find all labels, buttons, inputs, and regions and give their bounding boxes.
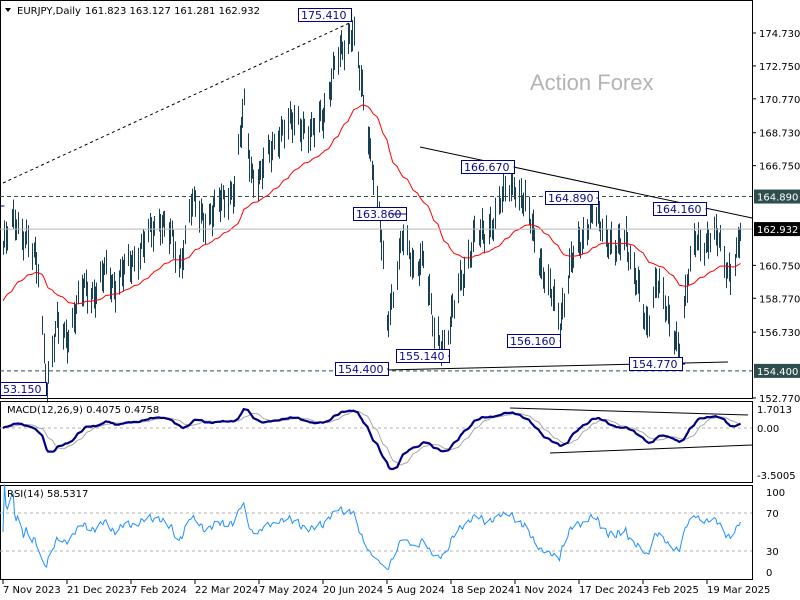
y-tick-label: 172.750 (759, 62, 800, 73)
x-tick-label: 7 Feb 2024 (131, 585, 187, 596)
price-pane-frame (0, 0, 753, 399)
macd-lower-trendline (549, 444, 753, 454)
price-annotation: 154.400 (335, 362, 389, 376)
rsi-tick-label: 30 (766, 547, 779, 558)
y-tick-label: 170.770 (759, 95, 800, 106)
rsi-pane-frame (0, 485, 753, 580)
annotation-label: 164.160 (656, 203, 702, 216)
price-pane: 175.410 163.860 154.400 155.140 166.670 164.8… (0, 0, 753, 403)
y-tick-label: 174.730 (759, 29, 800, 40)
x-tick-label: 18 Sep 2024 (451, 585, 514, 596)
annotation-label: 154.400 (338, 363, 384, 376)
macd-tick-label: -3.5005 (757, 471, 796, 482)
watermark: Action Forex (530, 70, 654, 95)
annotation-label: 154.770 (632, 358, 678, 371)
price-annotation: 154.770 (629, 357, 686, 371)
level-badge-bg (754, 363, 800, 378)
y-tick-label: 168.730 (759, 129, 800, 140)
y-tick-label: 156.730 (759, 328, 800, 339)
macd-tick-label: 0.00 (757, 424, 779, 435)
price-annotation: 175.410 (298, 8, 353, 22)
symbol-label: EURJPY,Daily (17, 6, 81, 17)
y-tick-label: 158.770 (759, 294, 800, 305)
x-tick-label: 22 Mar 2024 (195, 585, 258, 596)
annotation-box (396, 349, 450, 363)
macd-title: MACD(12,26,9) 0.4075 0.4758 (7, 405, 159, 416)
rsi-pane (0, 484, 753, 580)
annotation-box (507, 334, 561, 348)
annotation-box (353, 207, 407, 221)
annotation-label: 163.860 (356, 208, 402, 221)
macd-tick-label: 1.7013 (757, 405, 792, 416)
y-tick-label: 152.770 (759, 394, 800, 405)
annotation-box (653, 202, 707, 216)
macd-pane (0, 401, 753, 483)
price-annotation: 53.150 (0, 382, 47, 396)
x-tick-label: 3 Feb 2025 (643, 585, 699, 596)
rsi-tick-label: 0 (766, 568, 772, 579)
price-annotation: 163.860 (353, 207, 407, 221)
x-tick-label: 7 Nov 2023 (3, 585, 61, 596)
rsi-tick-label: 100 (766, 488, 785, 499)
rsi-tick-label: 70 (766, 509, 779, 520)
level-badge-bg (754, 189, 800, 204)
rsi-line (2, 484, 741, 570)
price-annotation: 156.160 (507, 334, 561, 348)
macd-upper-trendline (509, 407, 749, 416)
chart-header[interactable]: EURJPY,Daily 161.823 163.127 161.281 162… (5, 6, 260, 17)
dropdown-triangle-icon[interactable] (5, 8, 11, 12)
last-price-badge-bg (754, 222, 800, 237)
price-annotation: 166.670 (461, 160, 515, 174)
dotted-trendline (2, 21, 353, 184)
x-tick-label: 17 Dec 2024 (579, 585, 643, 596)
moving-average-line (2, 104, 741, 305)
x-tick-label: 7 May 2024 (259, 585, 318, 596)
ohlc-values: 161.823 163.127 161.281 162.932 (85, 6, 260, 17)
price-annotation: 164.160 (653, 202, 707, 216)
macd-main-line (2, 407, 742, 471)
axes: 174.730 172.750 170.770 168.730 166.750 160.7… (2, 29, 800, 596)
level-badge: 154.400 (757, 367, 798, 378)
annotation-box (545, 191, 599, 205)
last-price-badge: 162.932 (757, 225, 798, 236)
annotation-box (461, 160, 515, 174)
annotation-label: 53.150 (3, 383, 42, 396)
x-tick-label: 21 Dec 2023 (67, 585, 131, 596)
rsi-title: RSI(14) 58.5317 (7, 489, 88, 500)
macd-pane-frame (0, 401, 753, 483)
x-tick-label: 5 Aug 2024 (387, 585, 445, 596)
x-tick-label: 1 Nov 2024 (515, 585, 573, 596)
x-tick-label: 19 Mar 2025 (707, 585, 770, 596)
annotation-label: 164.890 (548, 192, 594, 205)
price-annotation: 155.140 (396, 349, 450, 363)
annotation-label: 175.410 (301, 9, 347, 22)
annotation-label: 166.670 (464, 161, 510, 174)
price-bars (3, 16, 741, 403)
price-annotation: 164.890 (545, 191, 599, 205)
y-tick-label: 160.750 (759, 261, 800, 272)
annotation-box (335, 362, 389, 376)
level-badge: 164.890 (757, 193, 798, 204)
x-tick-label: 20 Jun 2024 (323, 585, 383, 596)
annotation-label: 156.160 (510, 335, 556, 348)
annotation-label: 155.140 (399, 350, 445, 363)
y-tick-label: 166.750 (759, 162, 800, 173)
